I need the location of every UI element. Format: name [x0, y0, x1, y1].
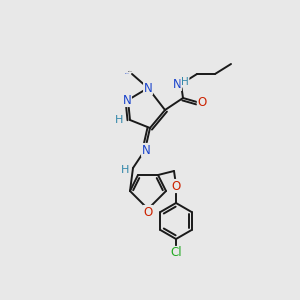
Text: O: O	[197, 95, 207, 109]
Text: N: N	[144, 82, 152, 94]
Text: N: N	[123, 94, 131, 106]
Text: H: H	[115, 115, 123, 125]
Text: N: N	[172, 77, 182, 91]
Text: N: N	[142, 143, 150, 157]
Text: methyl: methyl	[124, 72, 129, 74]
Text: O: O	[171, 179, 181, 193]
Text: methyl: methyl	[128, 71, 133, 72]
Text: Cl: Cl	[170, 247, 182, 260]
Text: H: H	[181, 77, 189, 87]
Text: O: O	[143, 206, 153, 218]
Text: H: H	[121, 165, 129, 175]
